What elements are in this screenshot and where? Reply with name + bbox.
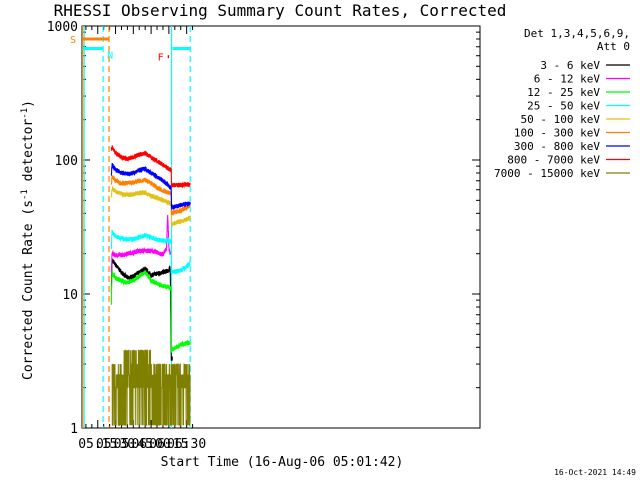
flag-label: F [158,53,164,64]
y-axis: 1 10 100 1000 [47,20,480,437]
series-line-9 [111,349,191,426]
legend-label: 3 - 6 keV [540,59,600,72]
flag-label: N [107,50,113,61]
flag-bars: S N F [70,35,191,64]
y-axis-label-main: Corrected Count Rate (s [21,200,36,380]
legend-header-line1: Det 1,3,4,5,6,9, [524,27,630,40]
y-tick-label: 1000 [47,20,78,35]
series-line-1 [110,257,173,361]
y-tick-label: 10 [62,288,78,303]
x-tick-label: 05:30 [96,437,135,452]
legend-label: 100 - 300 keV [514,127,600,140]
legend-label: 300 - 800 keV [514,140,600,153]
x-tick-label: 05:45 [114,437,153,452]
y-tick-label: 1 [70,422,78,437]
x-tick-label: 06:30 [167,437,206,452]
series-line-6 [110,175,191,216]
x-axis-label: Start Time (16-Aug-06 05:01:42) [161,455,404,470]
series-line-2 [110,214,172,273]
y-axis-label-mid: detector [21,119,36,190]
y-tick-label: 100 [55,154,78,169]
legend-label: 25 - 50 keV [527,100,600,113]
legend-header-line2: Att 0 [597,40,630,53]
series-line-7 [110,162,191,211]
footer-timestamp: 16-Oct-2021 14:49 [554,468,636,477]
legend-label: 6 - 12 keV [534,73,601,86]
x-tick-label: 05:15 [78,437,117,452]
y-axis-label-sup1: -1 [20,189,30,200]
y-axis-label-sup2: -1 [20,108,30,119]
series-line-5 [110,186,191,227]
legend-label: 12 - 25 keV [527,86,600,99]
series-line-8 [110,145,191,189]
chart-title: RHESSI Observing Summary Count Rates, Co… [54,1,507,20]
series-line-4 [110,229,191,275]
x-tick-label: 06:15 [149,437,188,452]
flag-label: S [70,35,76,46]
series-line-3 [110,270,191,353]
legend-label: 7000 - 15000 keV [494,167,600,180]
x-tick-label: 06:00 [132,437,171,452]
y-axis-label-end: ) [21,100,36,108]
legend-label: 50 - 100 keV [521,113,601,126]
y-axis-label: Corrected Count Rate (s-1 detector-1) [20,100,36,380]
time-markers [81,26,191,428]
legend-label: 800 - 7000 keV [507,154,600,167]
series-group [110,145,191,426]
